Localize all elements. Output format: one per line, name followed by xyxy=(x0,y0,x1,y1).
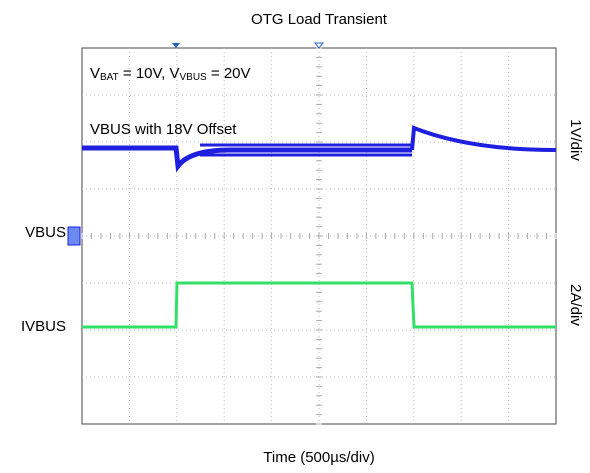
cond: = 20V xyxy=(207,65,251,82)
scale-label: 1V/div xyxy=(567,119,584,161)
cond: VBUS xyxy=(180,72,208,83)
channel-label: IVBUS xyxy=(21,318,66,335)
cond: BAT xyxy=(100,72,119,83)
cond: V xyxy=(90,65,100,82)
conditions: VBAT = 10V, VVBUS = 20V xyxy=(90,65,251,83)
time-marker xyxy=(313,42,325,49)
scale-label: 2A/div xyxy=(567,284,584,326)
vbus-trace xyxy=(82,125,557,173)
channel-label: VBUS xyxy=(25,224,66,241)
ivbus-trace xyxy=(82,281,556,329)
trigger-marker xyxy=(172,43,180,48)
cond: V xyxy=(169,65,179,82)
x-axis-label: Time (500µs/div) xyxy=(263,449,374,466)
annotation: VBUS with 18V Offset xyxy=(90,121,237,138)
channel-marker xyxy=(67,226,81,246)
chart-title: OTG Load Transient xyxy=(251,11,388,28)
cond: = 10V, xyxy=(119,65,170,82)
